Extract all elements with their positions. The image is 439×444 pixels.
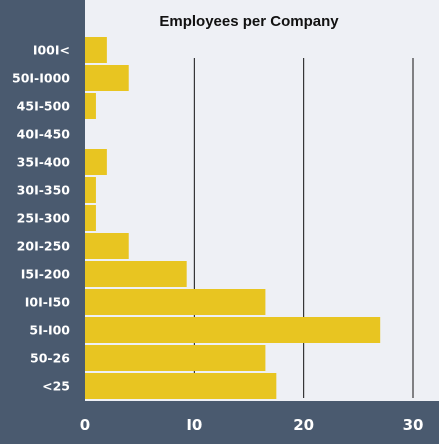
bar-12	[85, 345, 266, 371]
bar-5	[85, 149, 107, 175]
bar-13	[85, 373, 277, 399]
category-label-5: 35I-400	[17, 155, 71, 170]
bar-3	[85, 93, 96, 119]
x-tick-label-0: 0	[80, 416, 90, 434]
x-tick-label-20: 20	[293, 416, 314, 434]
category-labels: I00I< 50I-I000 45I-500 40I-450 35I-400 30I-35…	[12, 43, 70, 394]
chart-title: Employees per Company	[159, 13, 339, 30]
bar-1	[85, 37, 107, 63]
bar-2	[85, 65, 129, 91]
bar-6	[85, 177, 96, 203]
bar-10	[85, 289, 266, 315]
bar-8	[85, 233, 129, 259]
category-label-10: I0I-I50	[25, 295, 71, 310]
category-label-3: 45I-500	[17, 99, 71, 114]
category-label-9: I5I-200	[21, 267, 71, 282]
category-label-6: 30I-350	[17, 183, 71, 198]
bar-11	[85, 317, 381, 343]
category-label-8: 20I-250	[17, 239, 71, 254]
x-tick-label-10: I0	[186, 416, 202, 434]
x-tick-label-30: 30	[403, 416, 424, 434]
category-label-4: 40I-450	[17, 127, 71, 142]
bar-9	[85, 261, 187, 287]
bar-7	[85, 205, 96, 231]
bars	[85, 37, 381, 399]
x-tick-labels: 0 I0 20 30	[80, 416, 424, 434]
category-label-7: 25I-300	[17, 211, 71, 226]
category-label-12: 50-26	[30, 351, 70, 366]
category-label-11: 5I-I00	[29, 323, 70, 338]
category-label-1: I00I<	[33, 43, 70, 58]
category-label-13: <25	[42, 379, 70, 394]
category-label-2: 50I-I000	[12, 71, 70, 86]
